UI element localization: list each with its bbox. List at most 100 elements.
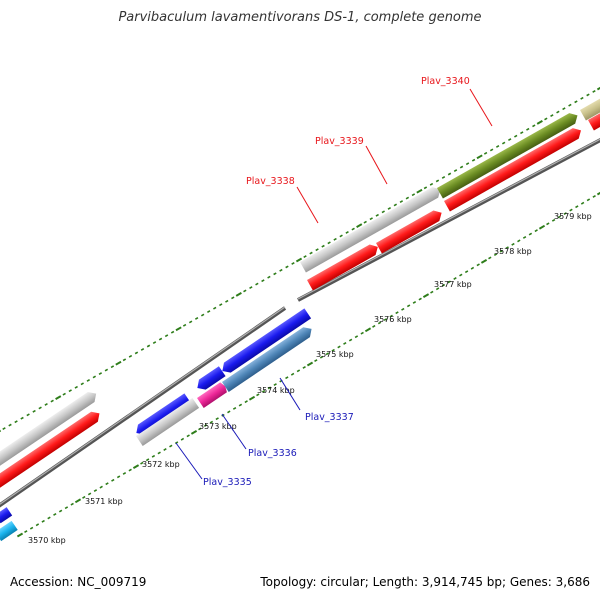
ruler-tick: [470, 266, 475, 270]
cds-plav-3339[interactable]: [437, 110, 580, 199]
ruler-tick: [568, 103, 572, 107]
ruler-tick: [273, 272, 277, 276]
cds-gray-left[interactable]: [0, 389, 100, 468]
gene-label-plav-3339[interactable]: Plav_3339: [315, 136, 364, 147]
ruler-tick: [134, 351, 139, 355]
kbp-labels: 3570 kbp 3571 kbp 3572 kbp 3573 kbp 3574…: [28, 212, 592, 545]
ruler-tick: [327, 241, 331, 245]
ruler-tick: [55, 395, 62, 400]
gene-label-plav-3338[interactable]: Plav_3338: [246, 176, 295, 187]
ruler-tick: [140, 461, 144, 465]
kbp-label: 3579 kbp: [554, 212, 592, 221]
ruler-tick: [514, 134, 518, 138]
ruler-tick: [522, 236, 527, 239]
ruler-tick: [232, 407, 237, 410]
cds-cyan-corner[interactable]: [0, 520, 18, 542]
ruler-tick: [68, 389, 72, 393]
ruler-tick: [70, 502, 74, 506]
ruler-tick: [534, 229, 538, 233]
ruler-tick: [556, 110, 560, 114]
cds-plav-3335[interactable]: [136, 397, 200, 446]
cds-plav-3340[interactable]: [580, 90, 600, 121]
ruler-tick: [248, 395, 256, 401]
gene-label-plav-3337[interactable]: Plav_3337: [305, 412, 354, 423]
gene-label-plav-3340[interactable]: Plav_3340: [421, 76, 470, 87]
ruler-tick: [115, 360, 122, 366]
ruler-tick: [93, 489, 98, 492]
ruler-tick: [453, 277, 457, 280]
ruler-tick: [363, 220, 367, 224]
ruler-tick: [35, 523, 40, 527]
ruler-tick: [314, 359, 318, 363]
cds-features: [0, 90, 600, 542]
ruler-tick: [441, 176, 446, 179]
cds-blue-b[interactable]: [194, 366, 226, 393]
ruler-tick: [459, 273, 463, 277]
ruler-tick: [82, 495, 86, 499]
ruler-tick: [459, 165, 464, 169]
ruler-tick: [343, 342, 347, 345]
cds-red-2[interactable]: [376, 208, 445, 254]
ruler-tick: [511, 242, 515, 246]
ruler-tick: [164, 334, 169, 338]
kbp-label: 3575 kbp: [316, 350, 354, 359]
ruler-tick: [235, 292, 242, 297]
ruler-tick: [441, 283, 446, 287]
ruler-tick: [64, 506, 69, 510]
ruler-tick: [544, 117, 548, 121]
cds-plav-3336[interactable]: [197, 381, 229, 408]
ruler-tick: [0, 429, 2, 433]
ruler-tick: [219, 303, 223, 307]
ruler-tick: [369, 217, 373, 221]
ruler-tick: [249, 286, 253, 289]
cds-plav-3337[interactable]: [222, 324, 315, 392]
ruler-tick: [194, 317, 199, 320]
ruler-tick: [290, 372, 295, 376]
cds-red-3[interactable]: [444, 125, 584, 212]
ruler-tick: [411, 193, 416, 197]
ruler-tick: [435, 287, 440, 291]
ruler-tick: [360, 331, 364, 335]
ruler-tick: [483, 151, 488, 155]
ruler-tick: [295, 257, 303, 263]
gene-label-plav-3336[interactable]: Plav_3336: [248, 448, 297, 459]
ruler-tick: [190, 430, 198, 435]
ruler-tick: [203, 424, 208, 428]
ruler-tick: [2, 427, 6, 430]
ruler-tick: [517, 239, 521, 243]
ruler-tick: [128, 468, 132, 472]
ruler-tick: [16, 532, 24, 538]
ruler-tick: [423, 186, 428, 190]
cds-plav-3338[interactable]: [300, 184, 443, 273]
ruler-tick: [526, 127, 530, 131]
ruler-tick: [551, 218, 556, 222]
ruler-tick: [435, 179, 440, 183]
cds-blue-corner[interactable]: [0, 507, 13, 524]
gene-label-plav-3335[interactable]: Plav_3335: [203, 477, 252, 488]
ruler-tick: [586, 198, 591, 202]
ruler-tick: [244, 400, 248, 404]
genome-backbone-upper-highlight: [297, 138, 600, 300]
ruler-tick: [44, 403, 48, 406]
ruler-tick: [111, 478, 115, 482]
cds-red-1[interactable]: [307, 242, 381, 291]
ruler-tick: [255, 282, 259, 286]
ruler-tick: [557, 215, 562, 219]
ruler-tick: [243, 289, 247, 293]
cds-blue-c[interactable]: [219, 308, 312, 376]
ruler-tick: [145, 458, 150, 462]
ruler-tick: [375, 213, 379, 217]
cds-red-4[interactable]: [588, 100, 600, 131]
ruler-tick: [26, 413, 30, 417]
cds-red-left[interactable]: [0, 408, 103, 490]
ruler-tick: [285, 265, 289, 269]
cds-blue-a[interactable]: [133, 393, 192, 438]
ruler-tick: [225, 299, 229, 303]
ruler-tick: [406, 304, 411, 308]
ruler-tick: [104, 368, 109, 372]
ruler-tick: [157, 451, 161, 455]
ruler-tick: [356, 223, 363, 228]
ruler-tick: [209, 420, 214, 424]
ruler-tick: [152, 341, 157, 344]
gene-leader-lines: [175, 88, 493, 480]
